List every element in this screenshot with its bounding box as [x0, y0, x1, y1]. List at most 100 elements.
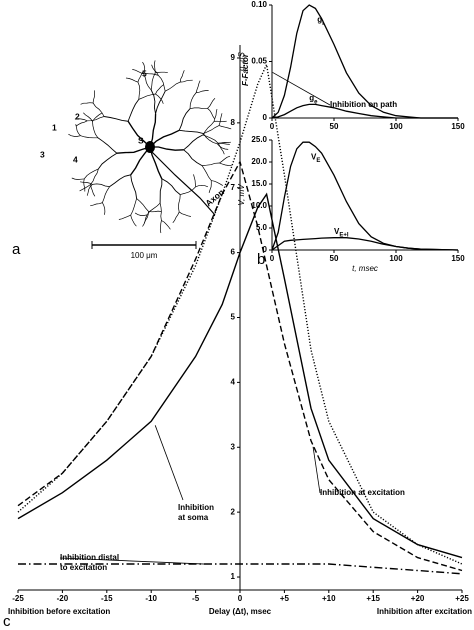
- dendrite: [189, 107, 208, 110]
- series-subscript: i: [322, 21, 324, 27]
- x-tick-label: 100: [389, 122, 403, 131]
- x-tick-label: +25: [455, 594, 469, 603]
- dendrite: [92, 102, 105, 117]
- series-label-line: Inhibition distal: [60, 553, 119, 562]
- dendrite: [203, 125, 220, 134]
- dendrite: [161, 178, 181, 195]
- dendrite: [116, 146, 151, 154]
- dendrite: [130, 198, 137, 216]
- x-tick-label: +5: [280, 594, 290, 603]
- dendrite: [80, 135, 98, 139]
- y-tick-label: 4: [231, 377, 236, 386]
- dendrite: [90, 184, 96, 197]
- dendrite: [80, 181, 93, 185]
- soma-label: S: [138, 135, 144, 145]
- dendrite: [130, 214, 137, 227]
- dendrite: [179, 129, 204, 135]
- dendrite: [146, 202, 161, 216]
- y-tick-label: 0: [263, 113, 268, 122]
- y-tick-label: 7: [231, 183, 236, 192]
- annotation-arrow: [59, 557, 206, 565]
- dendrite: [178, 108, 191, 131]
- dendrite: [196, 90, 209, 93]
- series-label-line: to excitation: [60, 563, 107, 572]
- dendrite: [211, 180, 223, 186]
- series-line: [271, 103, 458, 119]
- y-tick-label: 1: [231, 572, 236, 581]
- series-label-line: Inhibition: [178, 503, 214, 512]
- dendrite: [71, 177, 85, 180]
- dendrite: [159, 178, 163, 204]
- y-tick-label: 8: [231, 118, 236, 127]
- x-tick-label: +10: [322, 594, 336, 603]
- dendrite: [150, 89, 157, 114]
- dendrite: [92, 183, 110, 187]
- dendrite: [207, 108, 215, 119]
- dendrite: [137, 81, 141, 100]
- y-tick-label: 0.05: [251, 57, 267, 66]
- series-label-line: at soma: [178, 513, 209, 522]
- x-tick-label: -15: [101, 594, 113, 603]
- dendrite: [217, 142, 225, 155]
- dendrite: [202, 134, 219, 144]
- dendrite: [83, 168, 99, 180]
- dendrite: [87, 116, 105, 122]
- dendrite: [207, 97, 216, 109]
- dendrite: [179, 70, 185, 83]
- dendrite: [155, 91, 166, 114]
- dendrite: [102, 202, 106, 215]
- dendrite: [75, 120, 88, 127]
- y-tick-label: 0.10: [251, 0, 267, 9]
- series-line: [271, 141, 459, 251]
- neuron-drawing: [68, 60, 232, 234]
- x-tick-label: 0: [270, 122, 275, 131]
- x-tick-label: +20: [411, 594, 425, 603]
- dendrite: [143, 74, 152, 91]
- dendrite: [155, 93, 164, 104]
- dendrite: [219, 162, 232, 167]
- series-line: [271, 4, 458, 119]
- dendrite: [143, 211, 149, 224]
- y-tick-label: 3: [231, 442, 236, 451]
- series-subscript: E+I: [339, 232, 349, 238]
- branch-label: 5: [142, 68, 147, 78]
- dendrite: [148, 210, 162, 213]
- series-label: Inhibition at excitation: [320, 488, 405, 497]
- branch-label: 3: [40, 149, 45, 159]
- x-tick-label: -25: [12, 594, 24, 603]
- dendrite: [130, 146, 151, 176]
- dendrite: [155, 84, 164, 95]
- series-label: Inhibition at soma: [178, 503, 214, 522]
- y-tick-label: 5.0: [256, 223, 268, 232]
- dendrite: [104, 116, 129, 122]
- annotation-arrow: [154, 425, 184, 501]
- y-axis-label: F-Factor: [241, 53, 250, 86]
- panel-label: a: [12, 241, 21, 258]
- x-tick-label: -20: [57, 594, 69, 603]
- dendrite: [180, 79, 193, 83]
- dendrite: [145, 73, 159, 76]
- dendrite: [92, 121, 99, 139]
- y-axis-label: g, μS: [237, 52, 246, 71]
- dendrite: [195, 184, 209, 188]
- dendrite: [118, 214, 131, 220]
- dendrite: [92, 112, 103, 122]
- x-tick-label: 150: [451, 254, 465, 263]
- dendrite: [149, 129, 180, 148]
- dendrite: [155, 71, 168, 74]
- series-line: [271, 237, 459, 251]
- series-label: VE: [311, 152, 320, 163]
- dendrite: [208, 180, 212, 194]
- dendrite: [150, 72, 156, 91]
- dendrite: [74, 118, 88, 122]
- panel-label: b: [257, 251, 265, 268]
- x-tick-label: 150: [451, 122, 465, 131]
- dendrite: [219, 155, 231, 164]
- dendrite: [178, 194, 181, 212]
- dendrite: [165, 81, 181, 92]
- dendrite: [193, 174, 197, 187]
- x-tick-label: 50: [330, 254, 339, 263]
- dendrite: [159, 220, 162, 234]
- dendrite: [161, 220, 171, 230]
- branch-label: 4: [73, 154, 78, 164]
